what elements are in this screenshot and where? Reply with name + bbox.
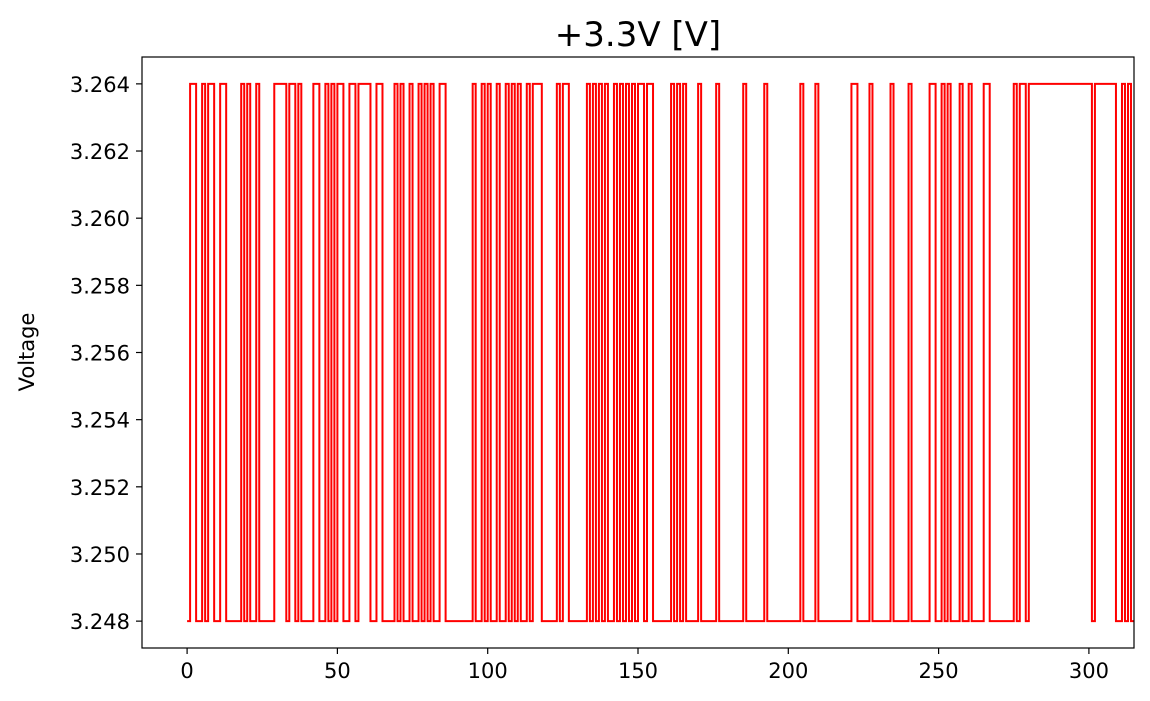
y-tick-label: 3.260 [70,207,130,231]
y-tick-label: 3.250 [70,543,130,567]
x-tick-label: 100 [468,659,508,683]
y-tick-label: 3.262 [70,140,130,164]
x-tick-label: 50 [324,659,351,683]
plot-frame [141,56,1135,649]
x-axis: 0 50 100 150 200 250 300 [180,648,1109,683]
x-tick-label: 300 [1069,659,1109,683]
y-axis-label: Voltage [15,313,39,392]
y-tick-label: 3.264 [70,73,130,97]
y-tick-label: 3.252 [70,476,130,500]
y-tick-label: 3.248 [70,610,130,634]
y-tick-label: 3.254 [70,409,130,433]
x-tick-label: 0 [180,659,193,683]
x-tick-label: 200 [768,659,808,683]
chart-title: +3.3V [V] [555,15,721,55]
voltage-series-line [187,82,1134,623]
x-tick-label: 150 [618,659,658,683]
y-tick-label: 3.256 [70,342,130,366]
y-axis: 3.248 3.250 3.252 3.254 3.256 3.258 3.260 3.262… [70,73,142,634]
y-tick-label: 3.258 [70,274,130,298]
x-tick-label: 250 [919,659,959,683]
